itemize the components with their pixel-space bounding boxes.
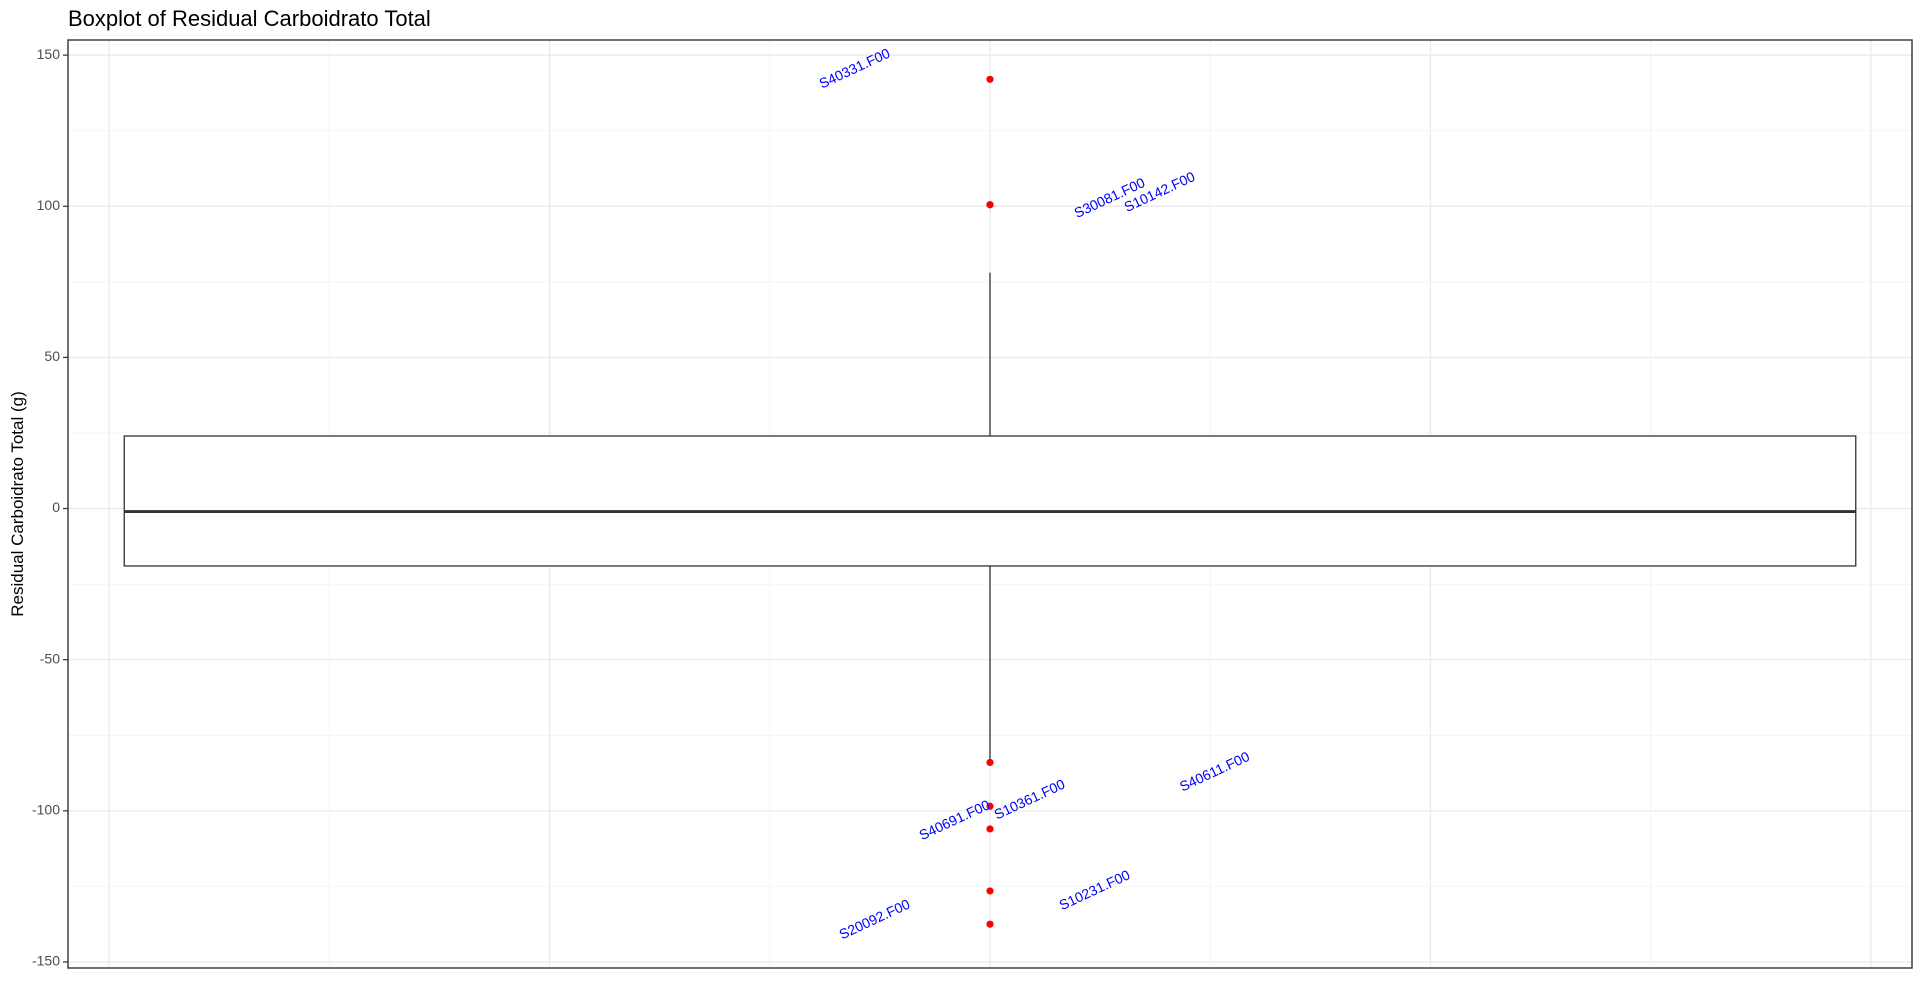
outlier-point	[986, 920, 994, 928]
outlier-point	[986, 887, 994, 895]
y-axis: 150 100 50 0 -50 -100 -150	[32, 46, 68, 969]
outlier-point	[986, 758, 994, 767]
outlier-point	[986, 75, 994, 83]
box-iqr	[123, 435, 1857, 567]
y-axis-tick-label: 100	[37, 197, 61, 213]
y-axis-label: Residual Carboidrato Total (g)	[8, 391, 27, 617]
y-axis-tick-label: 0	[52, 499, 60, 515]
outlier-point	[986, 201, 994, 209]
chart-title: Boxplot of Residual Carboidrato Total	[68, 6, 431, 31]
outlier-point	[986, 802, 994, 810]
outlier-label: S40331.F00	[816, 45, 892, 92]
y-axis-tick-label: -100	[32, 802, 60, 818]
y-axis-tick-label: -50	[40, 650, 60, 666]
outlier-label: S10361.F00	[991, 776, 1067, 823]
outlier-point	[986, 825, 994, 833]
outlier-label: S10231.F00	[1056, 866, 1132, 913]
boxplot	[123, 272, 1857, 763]
outlier-label: S40691.F00	[916, 796, 992, 843]
y-axis-tick-label: 50	[44, 348, 60, 364]
y-axis-tick-label: -150	[32, 953, 60, 969]
y-axis-tick-label: 150	[37, 46, 61, 62]
outlier-label: S40611.F00	[1177, 748, 1252, 794]
panel-border	[67, 39, 1913, 969]
outlier-points	[986, 75, 994, 928]
outlier-label: S20092.F00	[836, 896, 912, 943]
